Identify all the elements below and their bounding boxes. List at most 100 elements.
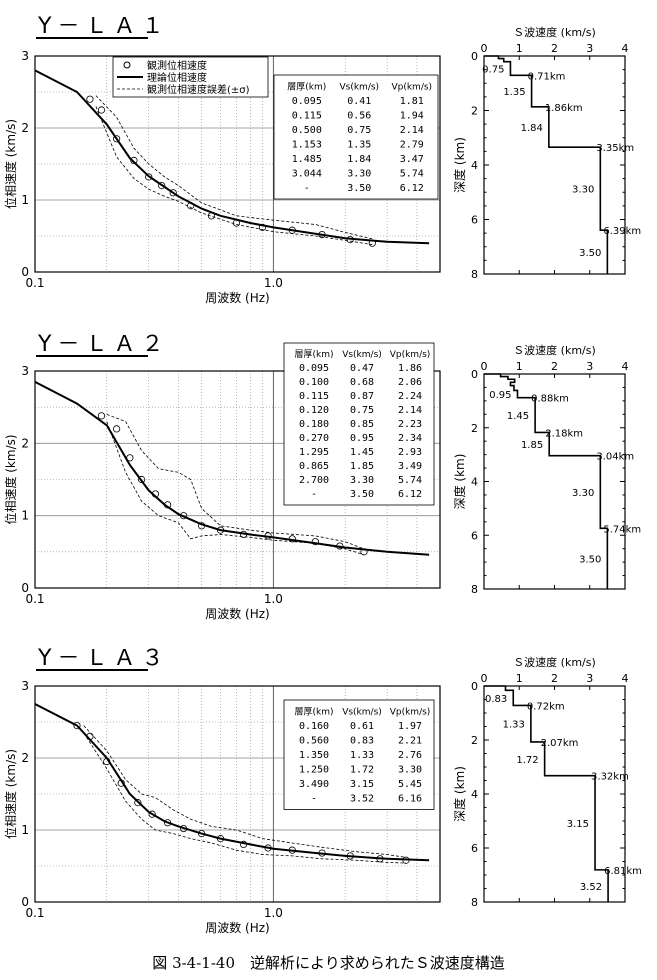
y-tick-label: 6: [471, 529, 478, 542]
x-tick-label: 4: [622, 360, 629, 373]
layer-depth-label: 5.74km: [603, 524, 641, 535]
legend-observed-label: 観測位相速度: [147, 59, 207, 72]
table-cell: 2.14: [398, 405, 422, 416]
table-cell: 1.35: [347, 140, 371, 151]
layer-velocity-label: 3.15: [567, 819, 589, 830]
x-axis-label: 周波数 (Hz): [205, 290, 270, 305]
y-tick-label: 4: [471, 788, 478, 801]
table-cell: 6.16: [398, 794, 422, 805]
y-tick-label: 4: [471, 476, 478, 489]
table-header: 層厚(km): [294, 349, 333, 360]
x-tick-label: 3: [586, 672, 593, 685]
observed-point: [158, 182, 166, 190]
x-tick-label: 2: [551, 672, 558, 685]
table-cell: 0.095: [292, 96, 322, 107]
x-tick-label: 1.0: [264, 592, 283, 606]
y-axis-label: 位相速度 (km/s): [3, 119, 18, 209]
figure-caption: 図 3-4-1-40 逆解析により求められたＳ波速度構造: [152, 954, 505, 972]
velocity-step-line: [484, 685, 609, 902]
y-tick-label: 2: [471, 105, 478, 118]
layer-depth-label: 2.07km: [541, 738, 579, 749]
layer-depth-label: 0.72km: [527, 701, 565, 712]
layer-velocity-label: 0.95: [489, 390, 511, 401]
station-title-3: Y－ＬＡ３: [38, 646, 170, 671]
table-cell: 6.12: [400, 183, 424, 194]
y-tick-label: 1: [21, 509, 29, 523]
error-upper-line: [83, 725, 407, 858]
observed-point: [97, 412, 106, 420]
table-cell: 0.87: [350, 391, 374, 402]
y-tick-label: 1: [21, 823, 29, 837]
observed-point: [311, 538, 319, 546]
table-header: 層厚(km): [287, 82, 326, 93]
y-tick-label: 6: [471, 214, 478, 227]
table-cell: 2.14: [400, 125, 424, 136]
table-cell: 0.865: [299, 461, 329, 472]
layer-table: [273, 74, 439, 200]
y-tick-label: 0: [21, 265, 29, 279]
table-cell: 2.23: [398, 419, 422, 430]
table-cell: 0.095: [299, 363, 329, 374]
table-cell: 3.30: [347, 169, 371, 180]
table-cell: 1.85: [350, 461, 374, 472]
table-cell: 1.72: [350, 765, 374, 776]
y-tick-label: 2: [471, 734, 478, 747]
y-axis-label: 位相速度 (km/s): [3, 434, 18, 524]
table-cell: 2.93: [398, 447, 422, 458]
table-cell: 1.81: [400, 96, 424, 107]
table-cell: 5.45: [398, 779, 422, 790]
velocity-step-line: [484, 373, 609, 589]
layer-velocity-label: 3.52: [580, 882, 602, 893]
observed-point: [134, 799, 142, 807]
layer-velocity-label: 1.45: [507, 411, 529, 422]
table-header: Vs(km/s): [342, 350, 382, 360]
observed-point: [97, 106, 106, 114]
x-axis-label: 周波数 (Hz): [205, 606, 270, 621]
layer-depth-label: 0.88km: [531, 394, 569, 405]
x-tick-label: 0: [481, 360, 488, 373]
table-header: Vp(km/s): [390, 708, 431, 718]
observed-point: [145, 173, 153, 181]
table-cell: 3.52: [350, 794, 374, 805]
y-tick-label: 2: [21, 436, 29, 450]
table-cell: 3.50: [347, 183, 371, 194]
table-cell: 2.76: [398, 750, 422, 761]
table-cell: 0.68: [350, 377, 374, 388]
legend-theoretical-label: 理論位相速度: [147, 71, 207, 84]
y-tick-label: 0: [21, 895, 29, 909]
plot-frame: [34, 55, 441, 273]
table-cell: 0.41: [347, 96, 371, 107]
table-cell: 0.47: [350, 363, 374, 374]
observed-point: [86, 95, 94, 103]
table-cell: 2.06: [398, 377, 422, 388]
layer-velocity-label: 1.35: [503, 87, 525, 98]
table-cell: 3.30: [398, 765, 422, 776]
layer-velocity-label: 1.85: [521, 440, 543, 451]
table-cell: 0.83: [350, 736, 374, 747]
table-cell: 3.30: [350, 475, 374, 486]
y-tick-label: 2: [21, 751, 29, 765]
y-tick-label: 0: [471, 50, 478, 63]
layer-depth-label: 3.04km: [596, 452, 634, 463]
table-cell: 0.270: [299, 433, 329, 444]
observed-point: [137, 475, 146, 484]
table-cell: 2.700: [299, 475, 329, 486]
y-tick-label: 0: [21, 581, 29, 595]
layer-table: [283, 699, 435, 810]
y-tick-label: 3: [21, 364, 29, 378]
table-cell: 2.24: [398, 391, 422, 402]
y-tick-label: 2: [471, 422, 478, 435]
x-tick-label: 4: [622, 672, 629, 685]
profile-title: Ｓ波速度 (km/s): [513, 25, 596, 39]
y-tick-label: 8: [471, 896, 478, 909]
theoretical-line: [34, 703, 430, 862]
observed-point: [73, 721, 81, 730]
layer-velocity-label: 1.33: [503, 720, 525, 731]
table-cell: 1.350: [299, 750, 329, 761]
table-cell: 0.120: [299, 405, 329, 416]
observed-point: [130, 156, 138, 164]
table-cell: 0.160: [299, 721, 329, 732]
table-header: 層厚(km): [294, 707, 333, 718]
